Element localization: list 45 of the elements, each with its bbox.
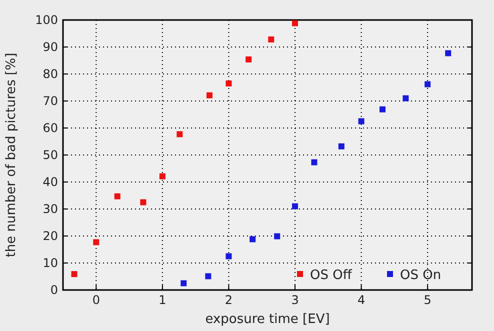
y-tick-label: 50 (42, 148, 58, 162)
point (250, 236, 256, 242)
point (292, 203, 298, 210)
point (380, 106, 386, 112)
point (424, 81, 431, 88)
point (268, 36, 274, 42)
point (206, 92, 212, 98)
point (226, 80, 232, 86)
point (338, 143, 344, 150)
point (140, 199, 146, 206)
point (93, 239, 100, 246)
y-tick-label: 70 (42, 94, 58, 108)
y-tick-label: 90 (42, 40, 58, 54)
y-tick-label: 100 (35, 13, 58, 27)
point (274, 233, 280, 240)
y-tick-label: 40 (42, 175, 58, 189)
legend-label: OS On (400, 268, 442, 283)
point (402, 95, 409, 102)
point (180, 280, 187, 286)
x-tick-label: 3 (291, 293, 299, 307)
x-tick-label: 5 (424, 293, 432, 307)
point (292, 20, 298, 26)
y-tick-label: 80 (42, 67, 58, 81)
legend-label: OS Off (310, 268, 353, 283)
y-tick-label: 0 (50, 283, 58, 297)
y-tick-label: 10 (42, 256, 58, 270)
x-tick-label: 1 (158, 293, 166, 307)
point (205, 273, 212, 280)
y-tick-label: 20 (42, 229, 58, 243)
point (71, 271, 78, 278)
point (176, 131, 183, 138)
point (445, 50, 452, 56)
x-tick-label: 4 (357, 293, 366, 307)
point (159, 173, 166, 180)
x-tick-label: 2 (224, 293, 233, 307)
point (358, 118, 364, 124)
y-tick-label: 60 (42, 121, 58, 135)
point (114, 193, 120, 200)
y-axis-title: the number of bad pictures [%] (4, 52, 19, 258)
x-axis-title: exposure time [EV] (205, 312, 330, 327)
x-tick-label: 0 (92, 293, 100, 307)
point (311, 159, 318, 166)
point (226, 253, 232, 260)
point (246, 56, 252, 62)
y-tick-label: 30 (42, 202, 58, 216)
